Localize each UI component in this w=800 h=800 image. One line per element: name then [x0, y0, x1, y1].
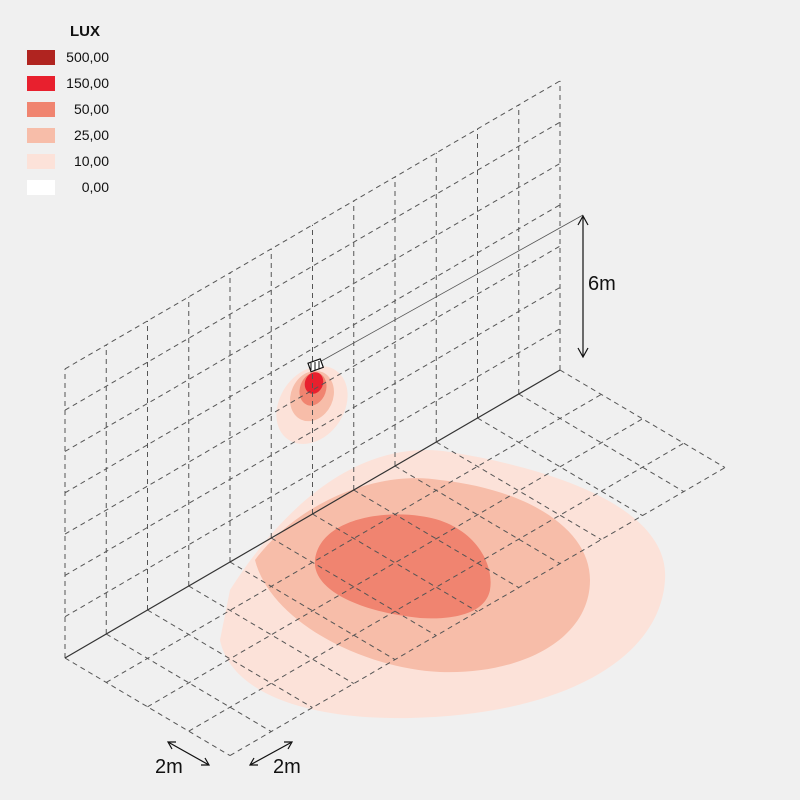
legend-swatch — [27, 102, 55, 117]
floor-depth-line — [312, 513, 478, 613]
floor-depth-line — [105, 633, 272, 733]
floor-width-line — [229, 467, 726, 757]
height-label: 6m — [588, 273, 616, 295]
floor-contours — [220, 449, 666, 719]
floor-depth-line — [518, 393, 685, 493]
floor-depth-line — [147, 609, 313, 709]
floor-depth-line — [394, 465, 561, 565]
floor-depth-line — [229, 561, 396, 661]
legend-title: LUX — [70, 23, 100, 40]
grid — [64, 80, 726, 757]
legend-label: 500,00 — [66, 49, 109, 65]
wall-base-line — [64, 369, 561, 659]
contour-150 — [304, 372, 324, 394]
legend-swatch — [27, 76, 55, 91]
floor-depth-line — [353, 489, 520, 589]
floor-width-line — [147, 418, 643, 708]
grid-x-label: 2m — [155, 756, 183, 778]
wall-horizontal-line — [64, 328, 561, 618]
floor-width-line — [105, 393, 602, 683]
wall-horizontal-line — [64, 121, 561, 411]
floor-depth-line — [477, 417, 643, 517]
floor-depth-line — [188, 585, 355, 685]
legend-label: 150,00 — [66, 75, 109, 91]
legend-label: 0,00 — [82, 179, 109, 195]
floor-depth-line — [435, 441, 602, 541]
legend-label: 50,00 — [74, 101, 109, 117]
legend: 500,00 150,00 50,00 25,00 10,00 0,00 — [27, 49, 109, 195]
wall-horizontal-line — [64, 80, 561, 370]
legend-swatch — [27, 128, 55, 143]
wall-horizontal-line — [64, 245, 561, 535]
floor-depth-line — [270, 537, 437, 637]
grid-dimensions — [166, 741, 294, 766]
luminaire — [307, 358, 325, 373]
legend-label: 25,00 — [74, 127, 109, 143]
contour-50 — [314, 514, 491, 619]
floor-width-line — [188, 442, 685, 732]
legend-swatch — [27, 50, 55, 65]
wall-horizontal-line — [64, 204, 561, 494]
height-dimension — [577, 214, 589, 359]
legend-swatch — [27, 154, 55, 169]
legend-label: 10,00 — [74, 153, 109, 169]
floor-depth-line — [559, 369, 726, 469]
grid-y-label: 2m — [273, 756, 301, 778]
floor-depth-line — [64, 657, 231, 757]
height-reference-line — [315, 214, 584, 365]
wall-horizontal-line — [64, 163, 561, 452]
wall-horizontal-line — [64, 286, 561, 576]
legend-swatch — [27, 180, 55, 195]
